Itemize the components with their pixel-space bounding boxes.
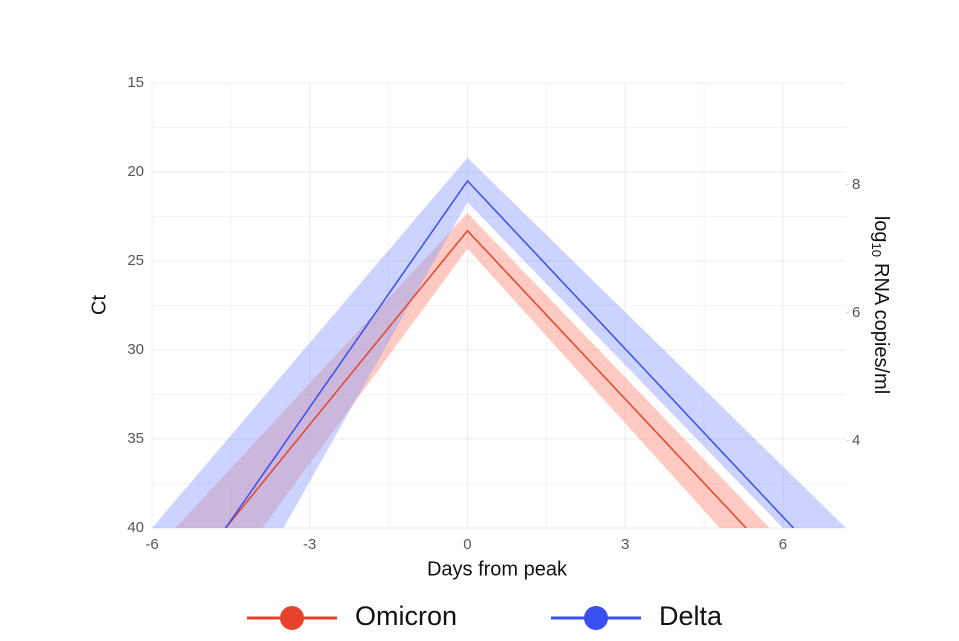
x-axis-label: Days from peak bbox=[427, 558, 568, 580]
y-tick-label: 30 bbox=[127, 341, 144, 358]
x-tick-label: 0 bbox=[463, 536, 471, 553]
series-line bbox=[225, 229, 747, 528]
y-tick-label: 15 bbox=[127, 74, 144, 91]
legend-marker bbox=[584, 606, 608, 630]
y-axis-label: Ct bbox=[88, 295, 110, 315]
y-tick-label: 40 bbox=[127, 519, 144, 536]
x-tick-label: 3 bbox=[621, 536, 629, 553]
x-tick-label: 6 bbox=[779, 536, 787, 553]
legend-label: Delta bbox=[659, 601, 723, 631]
y2-tick-label: 4 bbox=[852, 432, 860, 449]
y2-tick-label: 6 bbox=[852, 304, 860, 321]
y2-label-base: log bbox=[870, 216, 892, 243]
x-tick-label: -6 bbox=[145, 536, 158, 553]
legend: Omicron Delta bbox=[247, 601, 723, 631]
y-tick-label: 25 bbox=[127, 252, 144, 269]
legend-label: Omicron bbox=[355, 601, 457, 631]
y2-tick-label: 8 bbox=[852, 176, 860, 193]
y2-label-sub: 10 bbox=[869, 243, 884, 257]
axes: -6 -3 0 3 6 15 20 25 30 35 40 4 6 8 bbox=[127, 74, 860, 553]
y2-label-rest: RNA copies/ml bbox=[870, 263, 892, 394]
y-tick-label: 35 bbox=[127, 430, 144, 447]
y-tick-label: 20 bbox=[127, 163, 144, 180]
plot-area bbox=[152, 157, 846, 528]
x-tick-label: -3 bbox=[303, 536, 316, 553]
grid bbox=[151, 82, 846, 529]
legend-marker bbox=[280, 606, 304, 630]
y2-axis-label: log10 RNA copies/ml bbox=[869, 216, 892, 394]
confidence-band bbox=[175, 212, 770, 528]
series-line bbox=[224, 179, 794, 528]
confidence-band bbox=[152, 157, 846, 528]
